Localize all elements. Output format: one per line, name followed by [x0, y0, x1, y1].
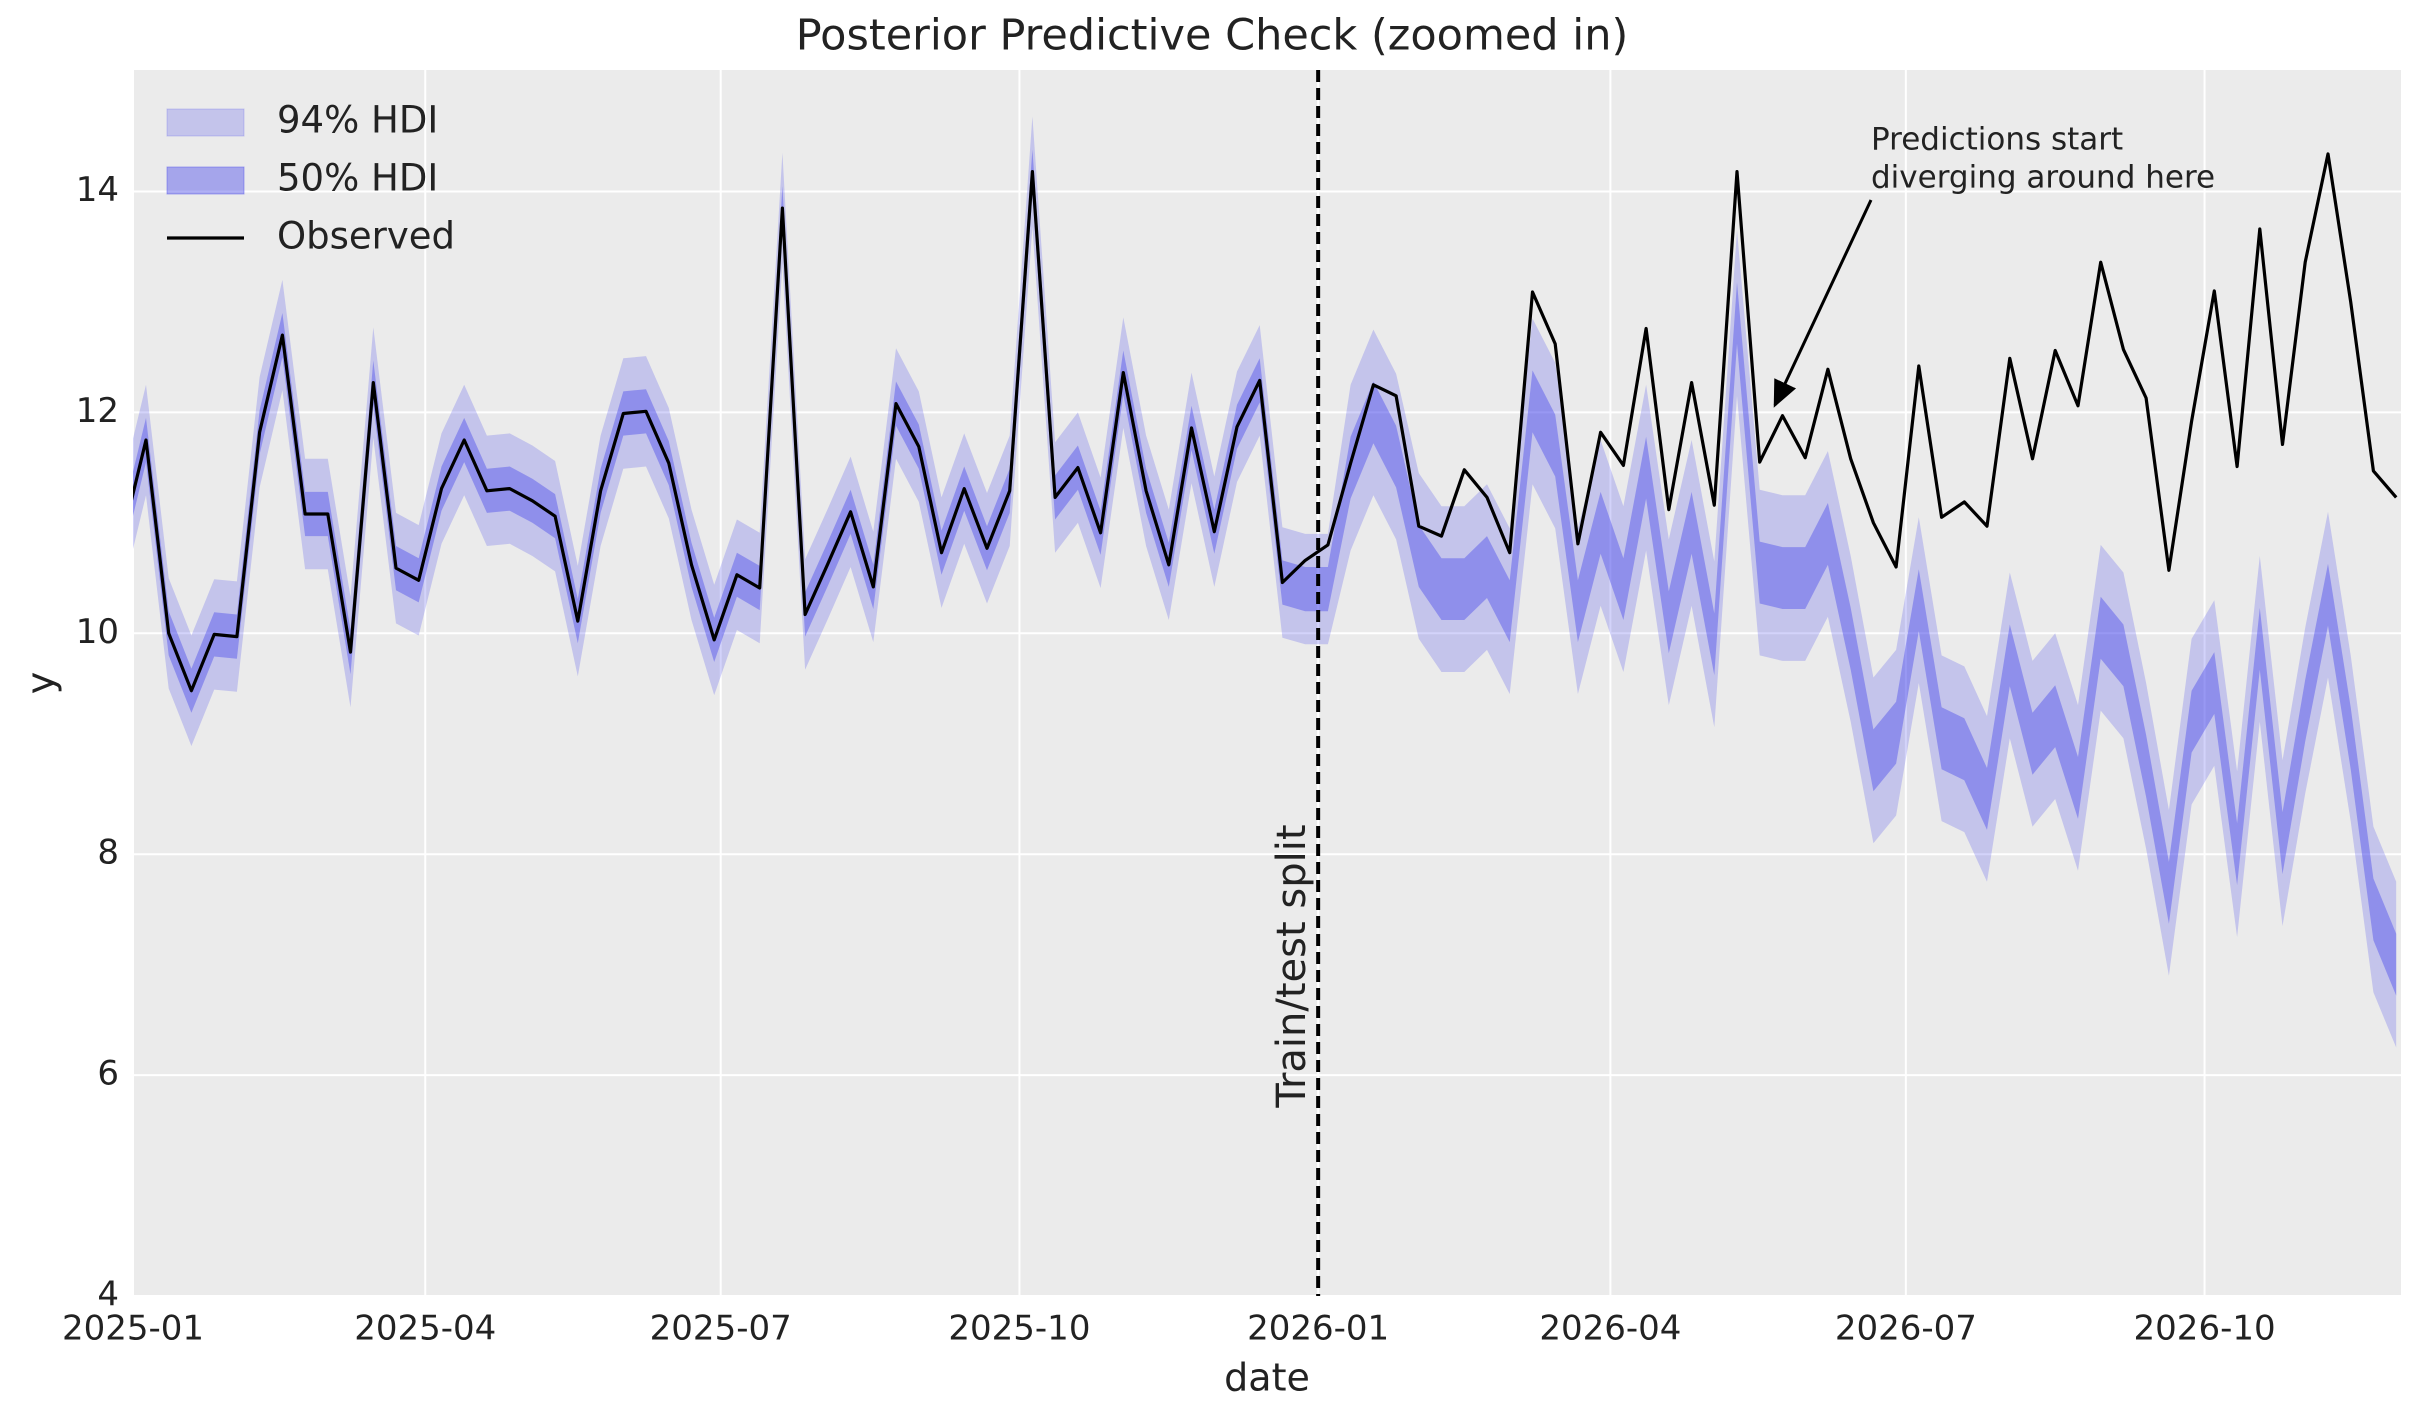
x-tick-label: 2026-10	[2134, 1309, 2276, 1349]
y-tick-label: 12	[76, 391, 119, 431]
x-tick-label: 2025-10	[948, 1309, 1090, 1349]
y-tick-label: 14	[76, 170, 119, 210]
observed-line	[133, 152, 2398, 693]
chart-title: Posterior Predictive Check (zoomed in)	[796, 11, 1629, 61]
x-tick-label: 2026-07	[1835, 1309, 1977, 1349]
split-label: Train/test split	[1269, 824, 1315, 1108]
x-tick-label: 2025-07	[650, 1309, 792, 1349]
legend-swatch	[166, 108, 245, 137]
x-tick-label: 2026-01	[1247, 1309, 1389, 1349]
annotation-text: diverging around here	[1871, 160, 2215, 196]
legend-label: 94% HDI	[277, 99, 438, 142]
legend-label: Observed	[277, 215, 455, 258]
annotation-text: Predictions start	[1871, 122, 2123, 158]
y-tick-label: 6	[97, 1054, 119, 1094]
plot-background	[133, 70, 2401, 1296]
y-axis-label: y	[19, 672, 63, 695]
x-tick-label: 2026-04	[1539, 1309, 1681, 1349]
annotation-arrow	[1773, 199, 1873, 408]
x-axis-label: date	[1224, 1356, 1310, 1400]
legend-swatch	[166, 166, 245, 195]
y-tick-label: 10	[76, 612, 119, 652]
legend-label: 50% HDI	[277, 157, 438, 200]
y-tick-label: 8	[97, 833, 119, 873]
x-tick-label: 2025-04	[354, 1309, 496, 1349]
y-tick-label: 4	[97, 1275, 119, 1315]
x-tick-label: 2025-01	[62, 1309, 204, 1349]
